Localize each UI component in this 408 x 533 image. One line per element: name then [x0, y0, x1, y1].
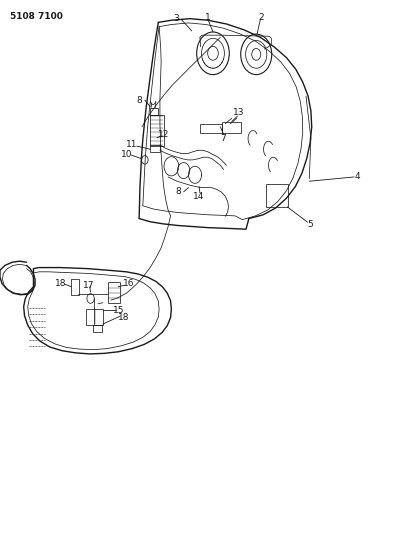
Text: 3: 3 [173, 14, 179, 22]
Text: 4: 4 [354, 173, 360, 181]
Text: 8: 8 [176, 188, 182, 196]
Text: 18: 18 [55, 279, 66, 288]
Text: 13: 13 [233, 109, 244, 117]
Text: 5: 5 [307, 221, 313, 229]
Text: 12: 12 [157, 130, 169, 139]
Text: 7: 7 [221, 134, 226, 143]
Text: 15: 15 [113, 306, 125, 314]
Text: 18: 18 [118, 313, 129, 321]
Text: 10: 10 [121, 150, 132, 159]
Text: 2: 2 [258, 13, 264, 21]
Text: 5108 7100: 5108 7100 [10, 12, 63, 21]
Text: 14: 14 [193, 192, 205, 200]
Text: 16: 16 [123, 279, 134, 288]
Text: 1: 1 [205, 13, 211, 21]
Text: 8: 8 [137, 96, 142, 104]
Text: 17: 17 [83, 281, 95, 289]
Text: 11: 11 [126, 141, 137, 149]
